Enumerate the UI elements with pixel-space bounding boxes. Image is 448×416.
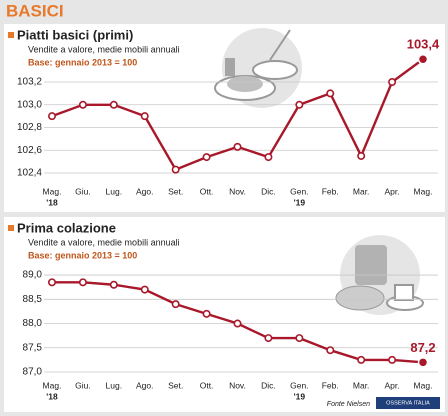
- x-tick-label: Set.: [168, 186, 183, 196]
- x-tick-label: Lug.: [106, 380, 123, 390]
- x-tick-label: Dic.: [261, 186, 276, 196]
- x-tick-label: Mag.: [414, 380, 433, 390]
- point: [47, 278, 56, 287]
- chart-subtitle: Vendite a valore, medie mobili annuali: [28, 237, 180, 247]
- value-label: 103,4: [407, 37, 440, 52]
- title-marker: [8, 225, 14, 231]
- x-tick-label: Apr.: [385, 186, 400, 196]
- point: [295, 100, 304, 109]
- x-tick-label: Ott.: [200, 186, 214, 196]
- point: [78, 278, 87, 287]
- x-tick-label: Nov.: [229, 380, 246, 390]
- x-tick-year: '18: [46, 197, 58, 207]
- x-tick-label: Gen.: [290, 186, 308, 196]
- x-tick-year: '19: [294, 197, 306, 207]
- logo: OSSERVA ITALIA: [386, 400, 430, 406]
- x-tick-label: Mag.: [414, 186, 433, 196]
- chart-title: Prima colazione: [17, 220, 116, 235]
- point: [140, 285, 149, 294]
- point: [326, 89, 335, 98]
- x-tick-label: Mag.: [43, 186, 62, 196]
- y-tick-label: 87,0: [23, 367, 43, 378]
- point: [326, 346, 335, 355]
- x-tick-label: Ott.: [200, 380, 214, 390]
- point: [295, 334, 304, 343]
- y-tick-label: 102,4: [17, 168, 42, 179]
- x-tick-label: Mar.: [353, 380, 370, 390]
- chart-title: Piatti basici (primi): [17, 27, 133, 42]
- point: [171, 300, 180, 309]
- point: [202, 309, 211, 318]
- y-tick-label: 102,8: [17, 122, 42, 133]
- x-tick-year: '18: [46, 391, 58, 401]
- point: [140, 112, 149, 121]
- y-tick-label: 103,2: [17, 77, 42, 88]
- x-tick-label: Ago.: [136, 380, 154, 390]
- point: [78, 100, 87, 109]
- point: [357, 355, 366, 364]
- point: [202, 153, 211, 162]
- page-title: BASICI: [6, 1, 64, 20]
- point: [417, 54, 429, 65]
- chart-note: Base: gennaio 2013 = 100: [28, 250, 137, 260]
- point: [264, 153, 273, 162]
- point: [233, 142, 242, 151]
- point: [171, 165, 180, 174]
- x-tick-label: Ago.: [136, 186, 154, 196]
- point: [388, 355, 397, 364]
- x-tick-label: Feb.: [322, 186, 339, 196]
- chart-subtitle: Vendite a valore, medie mobili annuali: [28, 44, 180, 54]
- point: [417, 357, 429, 368]
- x-tick-label: Feb.: [322, 380, 339, 390]
- point: [47, 112, 56, 121]
- point: [233, 319, 242, 328]
- x-tick-label: Apr.: [385, 380, 400, 390]
- point: [109, 100, 118, 109]
- x-tick-label: Lug.: [106, 186, 123, 196]
- point: [109, 280, 118, 289]
- y-tick-label: 103,0: [17, 99, 42, 110]
- title-marker: [8, 32, 14, 38]
- x-tick-label: Set.: [168, 380, 183, 390]
- value-label: 87,2: [410, 340, 435, 355]
- x-tick-label: Dic.: [261, 380, 276, 390]
- x-tick-label: Gen.: [290, 380, 308, 390]
- point: [264, 334, 273, 343]
- logo-box: [376, 397, 440, 409]
- y-tick-label: 89,0: [23, 270, 43, 281]
- point: [357, 151, 366, 160]
- y-tick-label: 87,5: [23, 342, 43, 353]
- x-tick-year: '19: [294, 391, 306, 401]
- source: Fonte Nielsen: [327, 401, 370, 408]
- x-tick-label: Nov.: [229, 186, 246, 196]
- x-tick-label: Mag.: [43, 380, 62, 390]
- chart-note: Base: gennaio 2013 = 100: [28, 57, 137, 67]
- x-tick-label: Mar.: [353, 186, 370, 196]
- y-tick-label: 88,5: [23, 294, 43, 305]
- point: [388, 78, 397, 87]
- y-tick-label: 102,6: [17, 145, 42, 156]
- x-tick-label: Giu.: [75, 380, 91, 390]
- x-tick-label: Giu.: [75, 186, 91, 196]
- y-tick-label: 88,0: [23, 318, 43, 329]
